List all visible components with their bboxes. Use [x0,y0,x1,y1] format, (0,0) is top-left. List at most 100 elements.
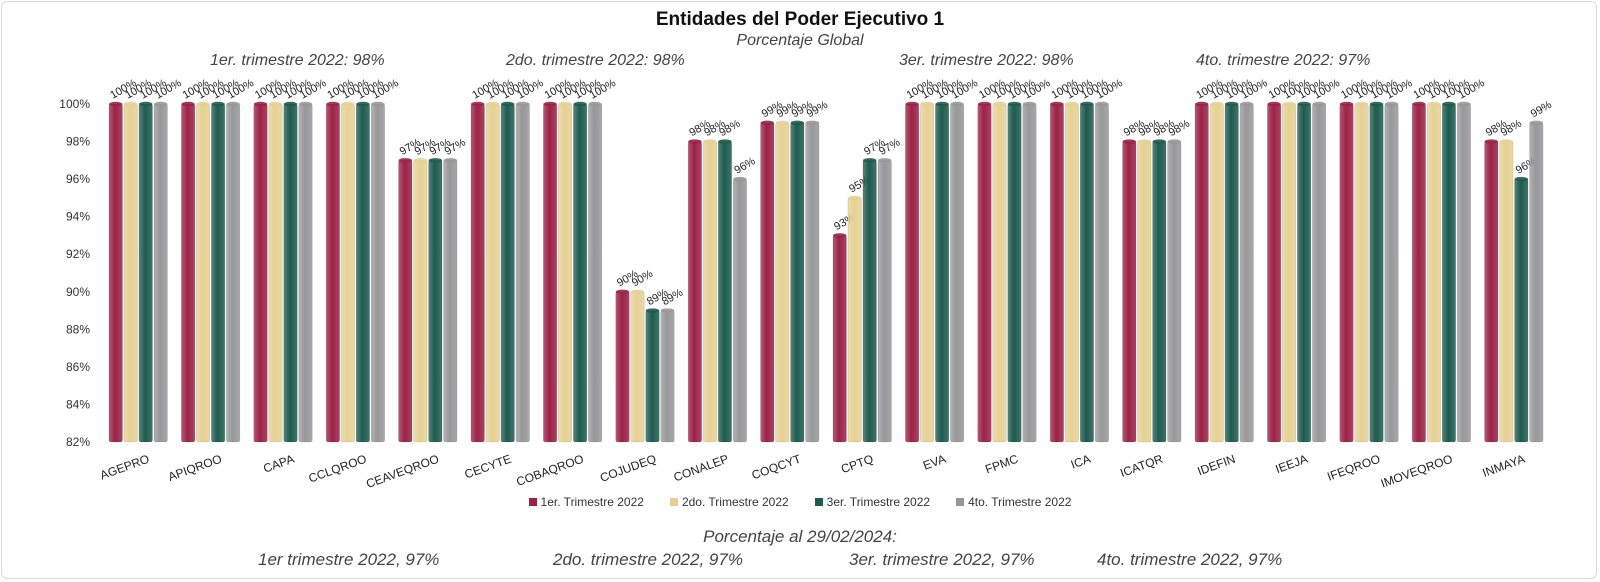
bar-cap [688,139,702,144]
bar-cap [1007,101,1022,107]
bar [950,103,965,443]
bar [515,103,530,443]
bar-cap [660,308,675,313]
bar [805,122,820,443]
bar [1094,103,1109,443]
bar [226,103,241,443]
bar-cap [718,139,732,144]
bar [588,103,603,443]
bar [500,103,515,443]
bar-cap [1369,101,1384,107]
footer-item-3: 3er. trimestre 2022, 97% [849,550,1035,569]
y-tick-label: 98% [66,135,90,149]
bar [413,160,428,443]
chart-title: Entidades del Poder Ejecutivo 1 [655,9,945,30]
bar-cap [196,101,210,107]
y-tick-label: 88% [66,322,90,336]
category-label: IDEFIN [1195,452,1237,479]
bar [1354,103,1369,443]
bar-cap [760,120,775,125]
legend-swatch [956,498,965,506]
legend-swatch [528,498,537,506]
y-tick-label: 96% [66,172,90,186]
bar [1312,103,1327,443]
bar-cap [645,308,660,313]
bar [920,103,935,443]
bar [1384,103,1399,443]
bar-cap [1095,101,1109,107]
bar-cap [123,101,138,107]
bar [340,103,355,443]
bar-cap [1224,101,1239,107]
category-label: IFEQROO [1325,452,1382,484]
bar-cap [1529,120,1544,125]
bar-cap [1080,101,1094,107]
category-label: CCLQROO [307,452,369,486]
bar-cap [1354,101,1369,107]
bar-cap [1167,139,1182,144]
category-label: COBAQROO [514,452,585,489]
bar [196,103,211,443]
bar [775,122,790,443]
bar [1007,103,1022,443]
bar-cap [108,101,123,107]
bar [253,103,268,443]
footer-item-4: 4to. trimestre 2022, 97% [1097,550,1283,569]
quarter-note-1: 1er. trimestre 2022: 98% [210,52,385,69]
bar-cap [1442,101,1456,107]
bar [732,178,747,443]
category-label: COQCYT [750,451,804,482]
bar-cap [371,101,385,107]
bar [1456,103,1471,443]
bar-cap [1282,101,1296,107]
bar-cap [356,101,370,107]
y-tick-label: 90% [66,285,90,299]
bar [1122,141,1137,443]
bar-cap [630,289,645,294]
bar-cap [1484,139,1499,144]
bar-cap [268,101,283,107]
bar-cap [1122,139,1137,144]
bar [1297,103,1312,443]
legend-item: 3er. Trimestre 2022 [814,495,930,509]
bar [558,103,573,443]
bar [1529,122,1544,443]
bar [1267,103,1282,443]
y-tick-label: 92% [66,247,90,261]
category-label: EVA [921,452,948,473]
bar [355,103,370,443]
bar-cap [950,101,964,107]
bar [1282,103,1297,443]
category-label: ICATQR [1118,452,1165,480]
bar-cap [341,101,355,107]
quarter-note-3: 3er. trimestre 2022: 98% [899,52,1074,69]
bar-cap [1297,101,1311,107]
bar-cap [573,101,587,107]
bar [1514,178,1529,443]
chart-subtitle: Porcentaje Global [736,32,864,49]
bar [283,103,298,443]
category-label: CECYTE [463,452,514,482]
legend-label: 2do. Trimestre 2022 [681,495,789,509]
bar-cap [615,289,630,294]
bar-cap [1209,101,1224,107]
bar-cap [226,101,240,107]
bar [398,160,413,443]
bar-cap [253,101,268,107]
bar-cap [470,101,485,107]
legend-label: 1er. Trimestre 2022 [540,495,644,509]
bar [123,103,138,443]
bar [1369,103,1384,443]
bar [543,103,558,443]
data-label: 99% [1529,99,1554,121]
quarter-note-4: 4to. trimestre 2022: 97% [1196,52,1371,69]
bar [470,103,485,443]
legend-swatch [814,498,823,506]
bar [485,103,500,443]
legend-item: 4to. Trimestre 2022 [956,495,1071,509]
bar-cap [515,101,530,107]
bar-cap [138,101,153,107]
bar-cap [847,195,862,201]
bar-cap [1050,101,1064,107]
